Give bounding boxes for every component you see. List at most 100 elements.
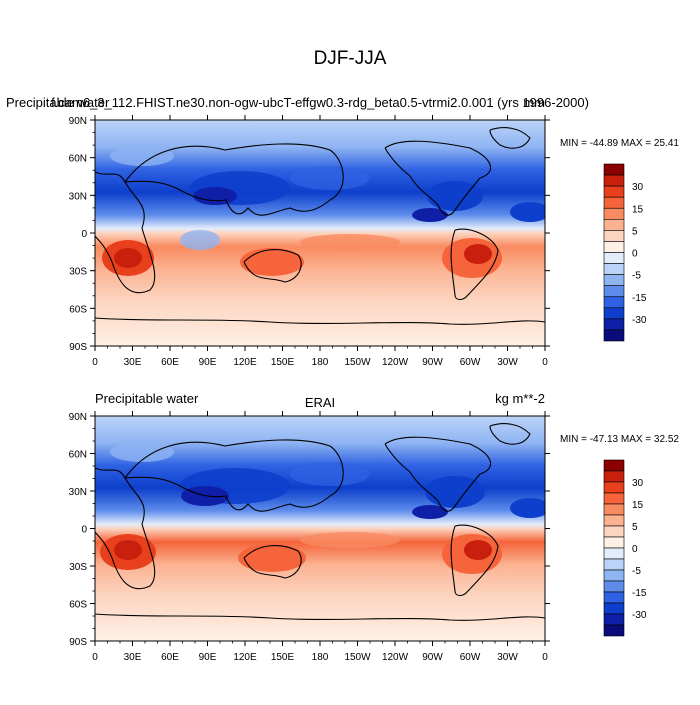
panel1-xtick-label: 60E [161, 357, 179, 368]
panel1-center-title: f.cam6_3_112.FHIST.ne30.non-ogw-ubcT-eff… [51, 95, 589, 110]
panel1-xtick-label: 120E [233, 357, 257, 368]
panel2-xtick-label: 150E [271, 652, 295, 663]
panel1-colorbar-label: 0 [632, 249, 638, 260]
panel1-colorbar-swatch [603, 163, 625, 176]
panel1-map [95, 120, 545, 346]
panel1-colorbar-swatch [603, 207, 625, 220]
panel2-colorbar: 30 15 5 0 -5 -15 -30 [603, 459, 647, 637]
panel1-xtick-label: 30E [124, 357, 142, 368]
panel1-left-title: Precipitable water [6, 95, 110, 110]
panel1-colorbar-swatch [603, 329, 625, 342]
panel2-colorbar-label: -5 [632, 566, 641, 577]
panel2-colorbar-swatch [603, 459, 625, 472]
panel2-ytick-label: 30S [69, 562, 87, 573]
panel1-xtick-label: 60W [460, 357, 481, 368]
panel2-ytick-label: 90S [69, 637, 87, 648]
panel2-xtick-label: 60E [161, 652, 179, 663]
panel2-ytick-label: 90N [69, 412, 87, 423]
panel1-ytick-label: 60S [69, 304, 87, 315]
panel-2: Precipitable water ERAI kg m**-2 MIN = -… [69, 391, 680, 663]
panel2-x-axis: 0 30E 60E 90E 120E 150E 180 150W 120W 90W 60W 30W 0 [92, 411, 548, 663]
panel1-colorbar-swatch [603, 285, 625, 298]
panel2-ytick-label: 30N [69, 487, 87, 498]
panel2-xtick-label: 90W [422, 652, 443, 663]
panel1-colorbar-swatch [603, 318, 625, 331]
panel2-colorbar-swatch [603, 503, 625, 516]
panel1-x-axis: 0 30E 60E 90E 120E 150E 180 150W 120W 90W 60W 30W 0 [92, 115, 548, 368]
panel1-ytick-label: 30N [69, 191, 87, 202]
panel2-xtick-label: 180 [312, 652, 329, 663]
panel2-map [95, 416, 545, 641]
panel2-colorbar-label: 15 [632, 500, 644, 511]
panel2-colorbar-swatch [603, 602, 625, 615]
panel1-colorbar-swatch [603, 196, 625, 209]
panel2-colorbar-label: -15 [632, 588, 647, 599]
panel1-ytick-label: 30S [69, 267, 87, 278]
panel2-colorbar-swatch [603, 492, 625, 505]
panel1-colorbar-label: -15 [632, 293, 647, 304]
panel2-colorbar-swatch [603, 536, 625, 549]
panel2-colorbar-swatch [603, 481, 625, 494]
panel2-colorbar-swatch [603, 558, 625, 571]
panel2-colorbar-swatch [603, 547, 625, 560]
panel2-xtick-label: 30W [497, 652, 518, 663]
panel1-colorbar-label: 5 [632, 226, 638, 237]
panel2-colorbar-label: 5 [632, 522, 638, 533]
panel2-colorbar-swatch [603, 580, 625, 593]
panel1-colorbar-label: 30 [632, 182, 644, 193]
panel2-colorbar-swatch [603, 514, 625, 527]
panel1-colorbar-swatch [603, 296, 625, 309]
panel2-colorbar-label: 30 [632, 478, 644, 489]
panel2-anomaly-blobs [100, 442, 545, 574]
panel1-xtick-label: 120W [382, 357, 409, 368]
panel2-xtick-label: 60W [460, 652, 481, 663]
panel2-xtick-label: 0 [542, 652, 548, 663]
panel2-colorbar-label: 0 [632, 544, 638, 555]
panel1-colorbar-label: -5 [632, 271, 641, 282]
panel1-colorbar-label: -30 [632, 315, 647, 326]
figure-title: DJF-JJA [314, 48, 387, 69]
panel2-colorbar-swatch [603, 613, 625, 626]
panel1-ytick-label: 60N [69, 154, 87, 165]
panel1-xtick-label: 150E [271, 357, 295, 368]
panel-1: Precipitable water f.cam6_3_112.FHIST.ne… [6, 95, 679, 368]
panel1-xtick-label: 0 [92, 357, 98, 368]
panel1-colorbar-swatch [603, 241, 625, 253]
panel2-center-title: ERAI [305, 395, 335, 410]
panel2-y-axis: 90N 60N 30N 0 30S 60S 90S [69, 412, 550, 648]
panel1-coastlines [95, 127, 545, 325]
panel2-colorbar-swatch [603, 569, 625, 582]
panel1-xtick-label: 150W [344, 357, 371, 368]
panel1-colorbar-swatch [603, 252, 625, 264]
panel1-y-axis: 90N 60N 30N 0 30S 60S 90S [69, 116, 550, 353]
panel2-coastlines [95, 423, 545, 621]
panel1-colorbar: 30 15 5 0 -5 -15 -30 [603, 163, 647, 342]
panel1-xtick-label: 180 [312, 357, 329, 368]
panel1-colorbar-swatch [603, 185, 625, 198]
panel2-xtick-label: 30E [124, 652, 142, 663]
panel1-colorbar-swatch [603, 230, 625, 242]
panel1-ytick-label: 0 [81, 229, 87, 240]
panel1-xtick-label: 30W [497, 357, 518, 368]
panel1-ytick-label: 90S [69, 342, 87, 353]
panel1-colorbar-swatch [603, 274, 625, 286]
panel2-left-title: Precipitable water [95, 391, 199, 406]
panel1-colorbar-label: 15 [632, 204, 644, 215]
panel2-ytick-label: 60S [69, 600, 87, 611]
panel1-min-max: MIN = -44.89 MAX = 25.41 [560, 138, 679, 149]
panel1-colorbar-swatch [603, 307, 625, 320]
panel2-ytick-label: 0 [81, 525, 87, 536]
panel2-ytick-label: 60N [69, 450, 87, 461]
panel1-colorbar-swatch [603, 219, 625, 231]
panel2-xtick-label: 120E [233, 652, 257, 663]
panel2-colorbar-label: -30 [632, 610, 647, 621]
panel2-colorbar-swatch [603, 591, 625, 604]
panel1-xtick-label: 0 [542, 357, 548, 368]
panel2-xtick-label: 0 [92, 652, 98, 663]
panel2-colorbar-swatch [603, 525, 625, 538]
panel1-units: mm [523, 95, 545, 110]
panel2-xtick-label: 120W [382, 652, 409, 663]
panel2-units: kg m**-2 [495, 391, 545, 406]
panel1-xtick-label: 90E [199, 357, 217, 368]
